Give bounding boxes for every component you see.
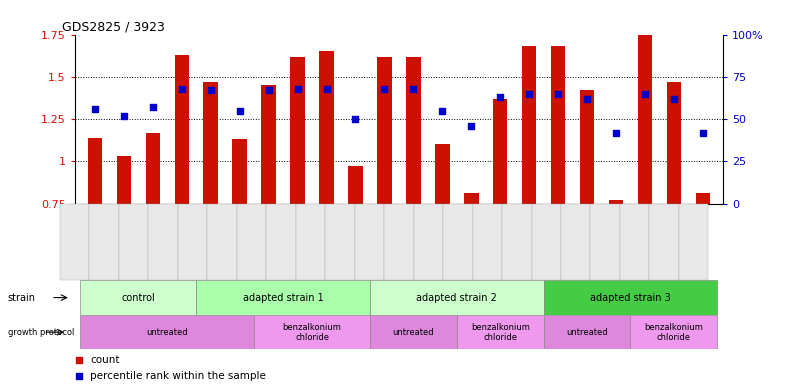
Bar [522,46,536,204]
Text: control: control [122,293,155,303]
Point [175,86,188,92]
Bar [377,56,391,204]
Text: untreated: untreated [392,328,434,337]
Bar [637,26,652,204]
Point [465,123,478,129]
Point [494,94,506,100]
Point [523,91,535,97]
Text: adapted strain 2: adapted strain 2 [417,293,498,303]
Text: benzalkonium
chloride: benzalkonium chloride [645,323,703,341]
Text: untreated: untreated [566,328,608,337]
Text: benzalkonium
chloride: benzalkonium chloride [471,323,530,341]
Point [581,96,593,102]
Bar [544,315,630,349]
Bar [464,194,479,204]
Bar [609,200,623,204]
Point [118,113,130,119]
Point [378,86,391,92]
Bar [493,99,508,204]
Point [204,87,217,93]
Bar [319,51,334,204]
Point [72,373,85,379]
Bar [196,280,370,315]
Bar [370,280,544,315]
Point [233,108,246,114]
Point [349,116,362,122]
Bar [370,315,457,349]
Bar [696,194,710,204]
Bar [348,166,362,204]
Bar [667,82,681,204]
Bar [204,82,218,204]
Text: strain: strain [8,293,36,303]
Point [292,86,304,92]
Bar [145,132,160,204]
Bar [80,280,196,315]
Bar [457,315,544,349]
Text: benzalkonium
chloride: benzalkonium chloride [283,323,341,341]
Bar [544,280,718,315]
Bar [630,315,718,349]
Point [407,86,420,92]
Point [639,91,652,97]
Text: growth protocol: growth protocol [8,328,74,337]
Point [72,357,85,363]
Text: GDS2825 / 3923: GDS2825 / 3923 [62,20,164,33]
Point [667,96,680,102]
Point [146,104,159,110]
Point [552,91,564,97]
Point [696,129,709,136]
Bar [551,46,565,204]
Point [320,86,332,92]
Bar [88,137,102,204]
Bar [80,315,254,349]
Text: untreated: untreated [146,328,188,337]
Bar [406,56,421,204]
Point [263,87,275,93]
Bar [580,90,594,204]
Bar [435,144,450,204]
Text: adapted strain 3: adapted strain 3 [590,293,671,303]
Bar [174,55,189,204]
Bar [233,139,247,204]
Point [436,108,449,114]
Text: count: count [90,355,120,365]
Text: percentile rank within the sample: percentile rank within the sample [90,371,266,381]
Point [610,129,623,136]
Bar [254,315,370,349]
Bar [290,56,305,204]
Point [89,106,101,112]
Bar [116,156,131,204]
Bar [262,85,276,204]
Text: adapted strain 1: adapted strain 1 [243,293,324,303]
